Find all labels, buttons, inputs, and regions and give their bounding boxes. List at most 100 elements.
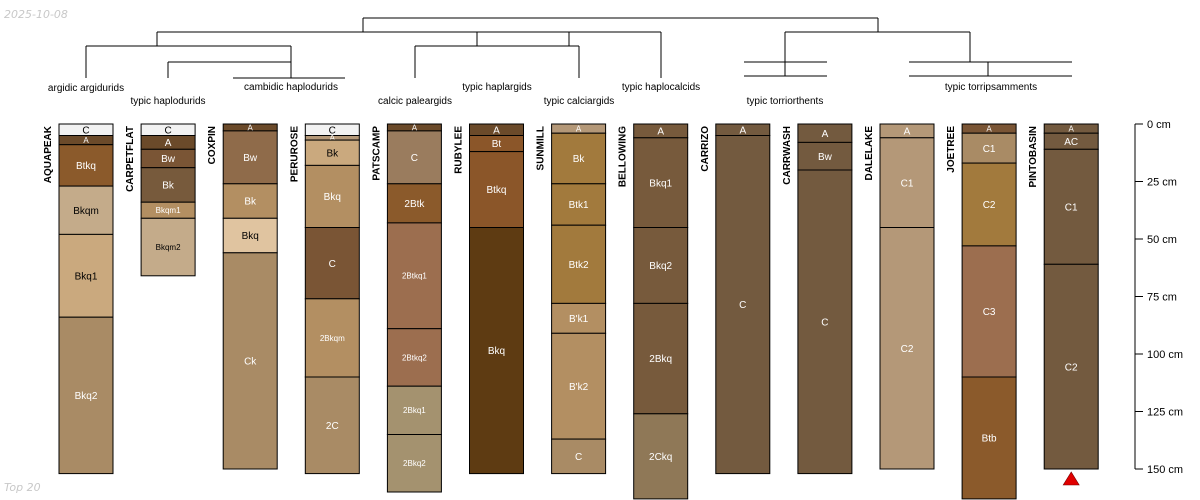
profile-carrwash: A Bw C CARRWASH bbox=[782, 123, 853, 475]
horizon-label-pintobasin-a: A bbox=[1069, 124, 1075, 133]
horizon-sunmill-btk1 bbox=[551, 183, 607, 226]
horizon-label-carpetflat-bk: Bk bbox=[162, 181, 175, 192]
horizon-perurose-bkq bbox=[304, 164, 360, 228]
horizon-sunmill-b-k2 bbox=[551, 332, 607, 440]
horizon-joetree-btb bbox=[961, 376, 1017, 500]
profile-carrizo: A C CARRIZO bbox=[700, 123, 771, 475]
horizon-label-pintobasin-c2: C2 bbox=[1065, 362, 1078, 373]
horizon-label-carrwash-bw: Bw bbox=[818, 152, 833, 163]
horizon-pintobasin-c1 bbox=[1043, 148, 1099, 265]
group-label-typic-haplargids: typic haplargids bbox=[462, 82, 531, 93]
horizon-sunmill-bk bbox=[551, 132, 607, 185]
horizon-label-pintobasin-ac: AC bbox=[1064, 137, 1078, 148]
horizon-label-coxpin-bw: Bw bbox=[243, 153, 258, 164]
horizon-label-sunmill-b-k2: B'k2 bbox=[569, 382, 589, 393]
horizon-perurose-bk bbox=[304, 139, 360, 166]
horizon-aquapeak-bkqm bbox=[58, 185, 114, 235]
horizon-rubylee-bkq bbox=[469, 227, 524, 475]
horizon-label-coxpin-a: A bbox=[248, 123, 254, 132]
profile-joetree: A C1 C2 C3 Btb JOETREE bbox=[946, 123, 1017, 500]
horizon-label-perurose-a: A bbox=[330, 134, 336, 143]
horizon-carrwash-c bbox=[797, 169, 853, 475]
profile-bellowing: A Bkq1 Bkq2 2Bkq 2Ckq BELLOWING bbox=[618, 123, 689, 500]
horizon-perurose-c bbox=[304, 227, 360, 300]
horizon-label-aquapeak-bkqm: Bkqm bbox=[73, 206, 99, 217]
horizon-label-patscamp-2btk: 2Btk bbox=[404, 199, 425, 210]
horizon-aquapeak-btkq bbox=[58, 144, 114, 187]
horizon-label-carrizo-c: C bbox=[739, 300, 746, 311]
horizon-label-rubylee-a: A bbox=[493, 125, 500, 136]
horizon-dalelake-c2 bbox=[879, 227, 935, 470]
profile-name-perurose: PERUROSE bbox=[289, 126, 300, 182]
depth-tick-label: 150 cm bbox=[1147, 464, 1183, 476]
horizon-label-patscamp-2btkq1: 2Btkq1 bbox=[402, 272, 427, 281]
group-label-typic-calciargids: typic calciargids bbox=[544, 96, 615, 107]
horizon-label-rubylee-bkq: Bkq bbox=[488, 346, 505, 357]
horizon-label-sunmill-bk: Bk bbox=[573, 154, 586, 165]
horizon-patscamp-c bbox=[386, 130, 442, 185]
horizon-label-perurose-2bkqm: 2Bkqm bbox=[320, 334, 345, 343]
horizon-patscamp-2bkq2 bbox=[386, 434, 442, 493]
horizon-label-bellowing-2bkq: 2Bkq bbox=[649, 354, 672, 365]
horizon-label-sunmill-b-k1: B'k1 bbox=[569, 314, 589, 325]
depth-tick-label: 125 cm bbox=[1147, 407, 1183, 419]
horizon-label-patscamp-2bkq2: 2Bkq2 bbox=[403, 459, 426, 468]
profile-dalelake: A C1 C2 DALELAKE bbox=[864, 123, 935, 470]
profile-name-sunmill: SUNMILL bbox=[536, 126, 547, 170]
horizon-label-perurose-c: C bbox=[329, 125, 336, 136]
horizon-label-carpetflat-bkqm1: Bkqm1 bbox=[156, 206, 181, 215]
horizon-label-aquapeak-bkq2: Bkq2 bbox=[75, 391, 98, 402]
horizon-label-patscamp-c: C bbox=[411, 153, 418, 164]
truncation-marker-icon bbox=[1062, 471, 1080, 486]
profile-name-dalelake: DALELAKE bbox=[864, 126, 875, 181]
horizon-label-joetree-btb: Btb bbox=[982, 434, 997, 445]
profile-carpetflat: CA Bw Bk Bkqm1 Bkqm2 CARPETFLAT bbox=[125, 123, 196, 277]
profile-name-patscamp: PATSCAMP bbox=[371, 126, 382, 181]
horizon-label-coxpin-bkq: Bkq bbox=[242, 231, 259, 242]
horizon-label-aquapeak-c: C bbox=[82, 125, 89, 136]
horizon-label-bellowing-a: A bbox=[657, 127, 664, 138]
horizon-label-dalelake-c1: C1 bbox=[901, 178, 914, 189]
horizon-label-carrwash-c: C bbox=[821, 317, 828, 328]
horizon-label-perurose-bk: Bk bbox=[326, 148, 339, 159]
horizon-label-carpetflat-bkqm2: Bkqm2 bbox=[156, 243, 181, 252]
horizon-label-rubylee-bt: Bt bbox=[492, 139, 502, 150]
horizon-label-pintobasin-c1: C1 bbox=[1065, 202, 1078, 213]
group-label-typic-torripsamments: typic torripsamments bbox=[945, 82, 1037, 93]
horizon-label-patscamp-2bkq1: 2Bkq1 bbox=[403, 406, 426, 415]
horizon-label-carpetflat-bw: Bw bbox=[161, 154, 176, 165]
horizon-label-sunmill-btk2: Btk2 bbox=[569, 260, 589, 271]
horizon-sunmill-b-k1 bbox=[551, 302, 607, 334]
horizon-aquapeak-bkq2 bbox=[58, 316, 114, 475]
depth-tick-label: 0 cm bbox=[1147, 119, 1171, 131]
horizon-carrizo-c bbox=[715, 135, 771, 475]
profile-patscamp: A C 2Btk 2Btkq1 2Btkq2 2Bkq1 2Bkq2 PATSCAMP bbox=[371, 123, 442, 493]
depth-tick-label: 50 cm bbox=[1147, 234, 1177, 246]
depth-tick-label: 100 cm bbox=[1147, 349, 1183, 361]
profile-name-carrizo: CARRIZO bbox=[700, 126, 711, 172]
horizon-label-dalelake-a: A bbox=[904, 127, 911, 138]
depth-tick-label: 25 cm bbox=[1147, 177, 1177, 189]
horizon-label-joetree-c2: C2 bbox=[983, 200, 996, 211]
horizon-patscamp-2btkq1 bbox=[386, 222, 442, 330]
horizon-bellowing-2ckq bbox=[633, 413, 689, 500]
horizon-label-bellowing-2ckq: 2Ckq bbox=[649, 452, 672, 463]
horizon-label-carrizo-a: A bbox=[739, 125, 746, 136]
horizon-label-carrwash-a: A bbox=[822, 129, 829, 140]
horizon-coxpin-bw bbox=[222, 130, 278, 185]
horizon-carpetflat-bk bbox=[140, 167, 196, 203]
horizon-label-perurose-2c: 2C bbox=[326, 421, 339, 432]
horizon-carpetflat-bkqm2 bbox=[140, 217, 196, 277]
horizon-label-aquapeak-btkq: Btkq bbox=[76, 161, 96, 172]
horizon-coxpin-ck bbox=[222, 252, 278, 470]
horizon-perurose-2c bbox=[304, 376, 360, 475]
horizon-joetree-c2 bbox=[961, 162, 1017, 247]
profile-name-carpetflat: CARPETFLAT bbox=[125, 126, 136, 192]
horizon-label-rubylee-btkq: Btkq bbox=[486, 185, 506, 196]
group-label-typic-haplodurids: typic haplodurids bbox=[130, 96, 205, 107]
group-label-typic-torriorthents: typic torriorthents bbox=[747, 96, 824, 107]
horizon-label-bellowing-bkq2: Bkq2 bbox=[649, 261, 672, 272]
footer-note: Top 20 bbox=[4, 481, 41, 494]
horizon-label-bellowing-bkq1: Bkq1 bbox=[649, 178, 672, 189]
